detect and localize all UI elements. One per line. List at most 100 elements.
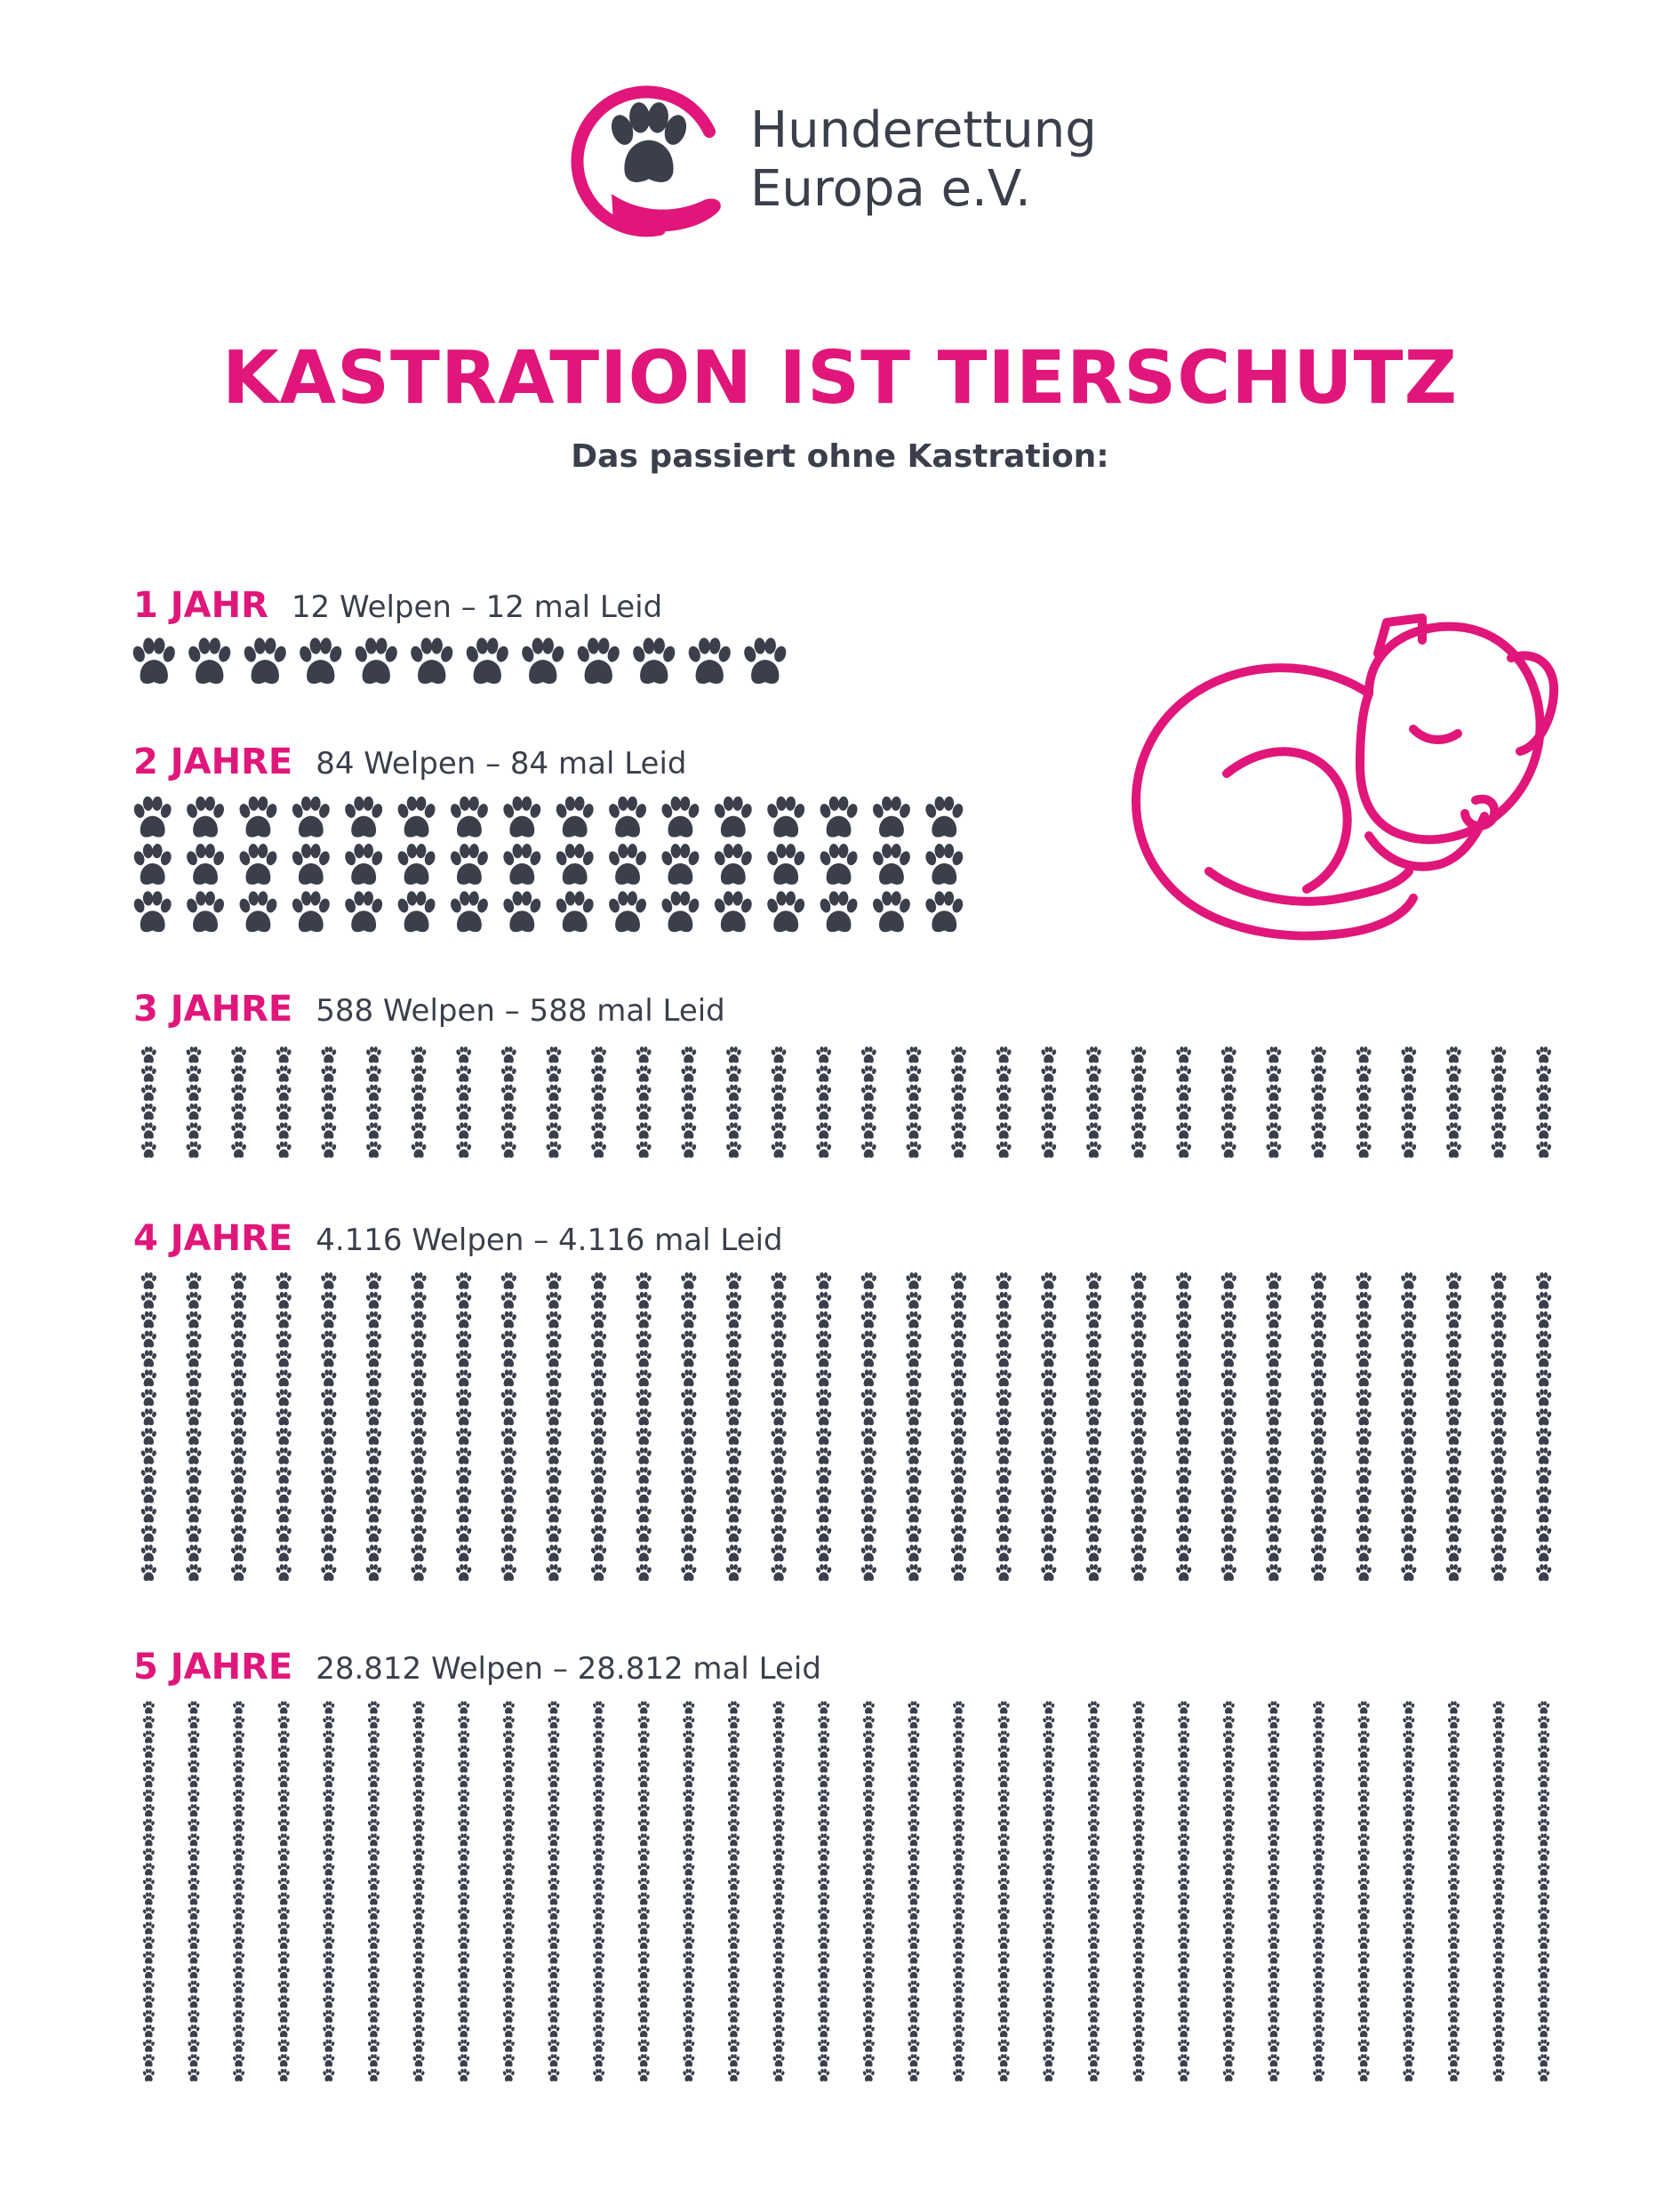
paw-print-icon [907, 1921, 921, 1935]
paw-print-icon [770, 1407, 788, 1426]
paw-print-icon [1447, 1701, 1460, 1714]
paw-print-icon [924, 843, 965, 885]
paw-print-icon [1042, 1832, 1055, 1847]
year-label: 1 JAHR [133, 585, 268, 626]
paw-print-icon [142, 2039, 156, 2052]
paw-print-icon [1357, 1760, 1371, 1773]
paw-print-icon [1537, 2009, 1550, 2023]
paw-print-icon [410, 1311, 428, 1328]
paw-print-icon [637, 1701, 651, 1714]
paw-print-icon [1267, 1921, 1281, 1935]
paw-print-icon [995, 1525, 1012, 1543]
paw-print-icon [590, 1102, 607, 1120]
paw-print-icon [140, 1563, 157, 1582]
paw-print-icon [680, 1407, 698, 1426]
paw-print-icon [1085, 1407, 1102, 1426]
paw-print-icon [1355, 1427, 1372, 1445]
paw-print-icon [1265, 1065, 1283, 1082]
paw-print-icon [320, 1271, 338, 1289]
paw-print-icon [660, 890, 701, 933]
paw-print-icon [1310, 1291, 1327, 1309]
paw-print-icon [185, 1084, 203, 1102]
paw-print-icon [772, 1701, 786, 1714]
paw-print-icon [860, 1427, 877, 1445]
paw-print-icon [592, 1789, 605, 1802]
paw-print-icon [367, 1877, 380, 1890]
paw-print-icon [590, 1122, 607, 1139]
paw-print-icon [727, 1715, 740, 1729]
paw-grid-year-3 [140, 1046, 1552, 1159]
paw-print-icon [1447, 2039, 1460, 2052]
paw-print-icon [770, 1544, 788, 1562]
paw-print-icon [770, 1505, 788, 1523]
paw-print-icon [1087, 1803, 1100, 1817]
paw-print-icon [635, 1427, 652, 1445]
paw-print-icon [1445, 1544, 1462, 1562]
paw-print-icon [592, 1906, 605, 1920]
paw-print-icon [996, 1065, 1012, 1082]
paw-print-icon [1087, 1715, 1100, 1729]
paw-print-icon [862, 1936, 876, 1950]
paw-print-icon [140, 1525, 157, 1543]
paw-print-icon [996, 1046, 1012, 1063]
paw-print-icon [907, 1980, 921, 1993]
paw-print-icon [290, 843, 332, 885]
paw-print-icon [457, 1892, 470, 1905]
paw-print-icon [367, 1832, 380, 1847]
paw-print-icon [680, 1122, 697, 1139]
paw-print-icon [905, 1544, 923, 1562]
paw-print-icon [410, 1291, 428, 1309]
paw-print-icon [457, 1965, 470, 1979]
paw-print-icon [1267, 2054, 1281, 2067]
paw-print-icon [772, 1774, 786, 1788]
paw-print-icon [412, 1980, 426, 1993]
paw-print-icon [1267, 2039, 1281, 2052]
paw-print-icon [1492, 2068, 1506, 2081]
paw-print-icon [1447, 1906, 1460, 1920]
paw-print-icon [727, 1965, 740, 1979]
paw-print-icon [1175, 1084, 1192, 1102]
paw-print-icon [230, 1102, 247, 1120]
paw-print-icon [1400, 1065, 1417, 1082]
paw-print-icon [1175, 1447, 1193, 1464]
paw-print-icon [367, 1744, 380, 1759]
paw-print-icon [772, 1848, 786, 1861]
paw-print-icon [1492, 1803, 1506, 1817]
paw-print-icon [412, 1951, 426, 1964]
paw-print-icon [1175, 1466, 1193, 1484]
paw-print-icon [1042, 2068, 1055, 2081]
paw-print-icon [952, 2024, 965, 2038]
paw-print-icon [950, 1311, 967, 1328]
paw-print-icon [1312, 2009, 1325, 2023]
paw-print-icon [1222, 2039, 1236, 2052]
paw-print-icon [277, 2009, 291, 2023]
paw-print-icon [277, 2054, 291, 2067]
paw-print-icon [592, 2024, 605, 2038]
paw-print-icon [1310, 1141, 1327, 1159]
paw-print-icon [1492, 2024, 1506, 2038]
paw-print-icon [1222, 1951, 1236, 1964]
paw-print-icon [277, 1715, 291, 1729]
paw-print-icon [725, 1544, 742, 1562]
paw-print-icon [1132, 1730, 1146, 1744]
paw-print-icon [1267, 1760, 1281, 1773]
paw-print-icon [410, 1486, 428, 1503]
paw-print-icon [1535, 1447, 1553, 1464]
paw-print-icon [1492, 1760, 1506, 1773]
paw-print-icon [815, 1486, 833, 1503]
paw-print-icon [187, 2039, 201, 2052]
paw-print-icon [230, 1271, 247, 1289]
paw-print-icon [1130, 1102, 1148, 1120]
paw-print-icon [1087, 1936, 1100, 1950]
paw-print-icon [907, 1701, 921, 1714]
paw-print-icon [455, 1389, 473, 1407]
paw-print-icon [1265, 1447, 1283, 1464]
paw-print-icon [1265, 1389, 1283, 1407]
paw-print-icon [545, 1466, 563, 1484]
paw-print-icon [995, 1350, 1012, 1367]
paw-print-icon [1175, 1141, 1192, 1159]
paw-print-icon [367, 1965, 380, 1979]
paw-print-icon [1402, 1789, 1415, 1802]
paw-grid-year-5 [142, 1701, 1550, 2081]
paw-print-icon [1445, 1350, 1462, 1367]
